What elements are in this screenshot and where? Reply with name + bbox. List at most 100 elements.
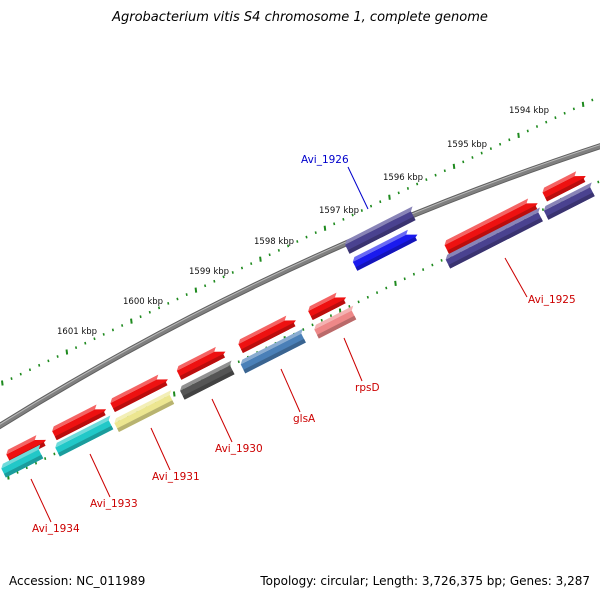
gene-label[interactable]: rpsD (355, 382, 380, 394)
map-title: Agrobacterium vitis S4 chromosome 1, com… (112, 10, 488, 25)
label-leader-line (280, 368, 301, 413)
gene-feature[interactable] (109, 372, 170, 412)
scale-dot (231, 271, 234, 274)
scale-dot (379, 200, 382, 204)
scale-tick-label: 1600 kbp (123, 297, 163, 307)
gene-label[interactable]: Avi_1931 (152, 471, 200, 483)
label-leader-line (150, 427, 171, 471)
gene-feature[interactable] (178, 360, 237, 400)
scale-dot (47, 359, 50, 363)
scale-dot (204, 284, 207, 288)
gene-feature[interactable] (444, 207, 546, 269)
scale-dot (403, 277, 406, 281)
gene-feature[interactable] (542, 182, 598, 220)
scale-dot (406, 187, 410, 190)
gene-feature[interactable] (54, 415, 117, 457)
label-leader-line (347, 166, 369, 210)
scale-tick-label: 1601 kbp (57, 327, 97, 337)
gene-feature[interactable] (239, 328, 309, 374)
scale-dot (526, 129, 529, 133)
scale-dot (375, 291, 379, 295)
scale-dot (462, 160, 465, 164)
gene-feature[interactable] (351, 227, 420, 271)
gene-feature[interactable] (541, 168, 588, 202)
gene-label[interactable]: Avi_1934 (32, 523, 80, 535)
scale-tick (452, 163, 456, 169)
scale-dot (111, 328, 115, 332)
scale-dot (443, 169, 446, 173)
scale-tick-label: 1594 kbp (509, 106, 549, 116)
gene-feature[interactable] (343, 206, 418, 254)
scale-dot (348, 305, 351, 308)
scale-dot (237, 360, 240, 364)
scale-dot (554, 116, 557, 120)
gene-label[interactable]: Avi_1933 (90, 498, 138, 510)
scale-dot (422, 268, 425, 271)
scale-tick (130, 318, 133, 324)
scale-tick-label: 1599 kbp (189, 267, 229, 277)
scale-dot (311, 323, 314, 327)
gene-feature[interactable] (0, 444, 46, 478)
scale-dot (572, 107, 575, 111)
scale-dot (499, 142, 502, 146)
scale-dot (342, 217, 345, 221)
label-leaders (30, 166, 528, 523)
scale-dot (357, 300, 360, 304)
scale-dot (84, 341, 87, 345)
scale-dot (333, 222, 336, 226)
gene-feature[interactable] (443, 196, 540, 255)
gene-label[interactable]: Avi_1930 (215, 443, 263, 455)
backbone-line (0, 144, 600, 429)
label-leader-line (504, 257, 528, 298)
scale-dot (240, 266, 244, 270)
gene-label[interactable]: glsA (293, 413, 316, 425)
gene-feature[interactable] (113, 390, 178, 432)
scale-dot (440, 258, 443, 262)
scale-dot (25, 466, 28, 470)
gene-feature[interactable] (313, 305, 360, 339)
scale-dot (296, 240, 299, 243)
scale-dot (431, 263, 434, 267)
accession-text: Accession: NC_011989 (9, 574, 146, 588)
scale-dot (28, 368, 32, 372)
scale-dot (213, 279, 216, 283)
gene-feature[interactable] (237, 313, 298, 353)
scale-tick (259, 256, 262, 262)
scale-tick (394, 280, 397, 287)
scale-dot (157, 306, 161, 310)
scale-tick (517, 132, 520, 138)
scale-dot (416, 182, 419, 186)
scale-dot (480, 151, 483, 155)
scale-dot (535, 125, 539, 128)
scale-dot (139, 315, 142, 319)
scale-dot (369, 204, 373, 208)
label-leader-line (89, 453, 111, 498)
scale-tick-label: 1596 kbp (383, 173, 423, 183)
label-layer: 1594 kbp 1595 kbp 1596 kbp 1597 kbp 1598 kbp… (32, 106, 576, 535)
gene-feature[interactable] (175, 344, 228, 380)
scale-tick-label: 1598 kbp (254, 237, 294, 247)
scale-dot (412, 272, 416, 276)
scale-dot (56, 355, 59, 358)
gene-feature[interactable] (51, 402, 109, 441)
scale-tick (172, 391, 176, 397)
feature-track (0, 168, 598, 478)
scale-dot (541, 208, 545, 212)
scale-tick (323, 225, 327, 231)
scale-tick-label: 1595 kbp (447, 140, 487, 150)
scale-dot (302, 328, 305, 331)
scale-tick (581, 101, 585, 108)
scale-dot (397, 191, 400, 195)
gene-label[interactable]: Avi_1925 (528, 294, 576, 306)
scale-dot (16, 470, 19, 474)
scale-dot (102, 332, 105, 336)
scale-dot (38, 363, 41, 367)
scale-dot (434, 173, 437, 177)
scale-tick (194, 287, 198, 293)
label-leader-line (343, 337, 363, 382)
gene-label[interactable]: Avi_1926 (301, 154, 349, 166)
gene-feature[interactable] (307, 290, 349, 320)
scale-tick (388, 194, 391, 200)
scale-dot (314, 231, 317, 235)
